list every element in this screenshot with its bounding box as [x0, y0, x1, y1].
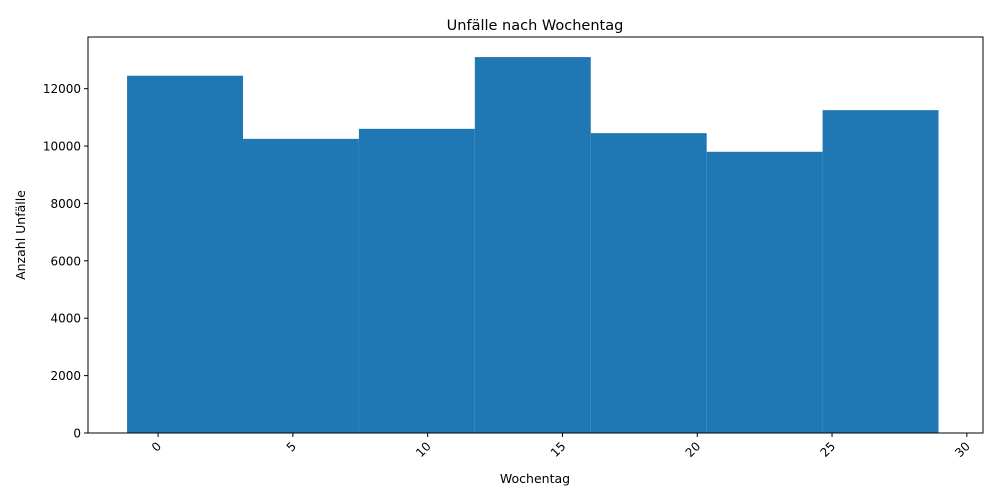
bar-0 [127, 75, 244, 433]
bar-6 [822, 110, 939, 433]
y-tick-label: 2000 [50, 369, 81, 383]
y-tick-label: 0 [73, 427, 81, 441]
y-axis: 0 2000 4000 6000 8000 10000 12000 [43, 82, 88, 441]
bar-5 [706, 151, 823, 434]
x-axis: 0 5 10 15 20 25 30 [149, 433, 973, 460]
plot-frame [87, 36, 984, 434]
y-tick-label: 8000 [50, 197, 81, 211]
y-tick-label: 6000 [50, 254, 81, 268]
x-axis-title: Wochentag [500, 471, 570, 486]
bar-4 [590, 133, 707, 433]
y-tick-label: 4000 [50, 312, 81, 326]
chart-title: Unfälle nach Wochentag [447, 18, 624, 34]
y-tick-label: 12000 [43, 82, 81, 96]
y-axis-title: Anzahl Unfälle [13, 190, 28, 280]
x-tick-label: 20 [683, 439, 704, 460]
y-tick-label: 10000 [43, 140, 81, 154]
x-tick-label: 15 [548, 439, 569, 460]
bars [127, 57, 939, 434]
x-tick-label: 0 [149, 439, 164, 454]
x-tick-label: 5 [284, 439, 299, 454]
bar-3 [474, 57, 591, 434]
x-tick-label: 25 [817, 439, 838, 460]
x-tick-label: 30 [952, 439, 973, 460]
x-tick-label: 10 [413, 439, 434, 460]
bar-1 [243, 138, 359, 433]
bar-2 [358, 128, 475, 433]
